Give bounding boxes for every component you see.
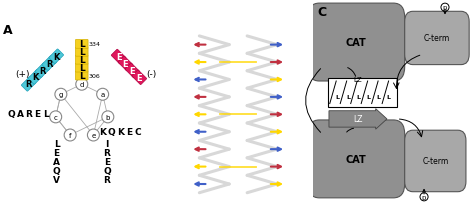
- Text: B: B: [170, 6, 179, 19]
- Circle shape: [64, 129, 76, 141]
- Circle shape: [76, 79, 88, 91]
- FancyBboxPatch shape: [21, 77, 36, 92]
- Text: L: L: [376, 94, 381, 99]
- FancyBboxPatch shape: [405, 131, 466, 192]
- FancyBboxPatch shape: [132, 71, 146, 85]
- Text: V: V: [53, 175, 60, 184]
- Text: A: A: [3, 24, 13, 37]
- Text: C-term: C-term: [424, 34, 450, 43]
- Text: R: R: [103, 175, 110, 184]
- Text: L: L: [387, 94, 391, 99]
- FancyBboxPatch shape: [75, 64, 88, 73]
- Text: Q: Q: [53, 166, 61, 175]
- Text: C: C: [134, 128, 141, 137]
- FancyBboxPatch shape: [308, 4, 405, 82]
- Text: E: E: [129, 67, 135, 75]
- Text: Q: Q: [108, 128, 115, 137]
- FancyBboxPatch shape: [111, 50, 126, 65]
- FancyBboxPatch shape: [328, 79, 397, 107]
- FancyBboxPatch shape: [49, 50, 64, 64]
- Text: L: L: [79, 56, 85, 65]
- Text: K: K: [100, 128, 106, 137]
- FancyBboxPatch shape: [75, 72, 88, 81]
- FancyBboxPatch shape: [405, 12, 469, 65]
- Text: C: C: [318, 6, 327, 19]
- Text: L: L: [79, 48, 85, 57]
- Text: d: d: [80, 82, 84, 88]
- Text: L: L: [54, 139, 59, 148]
- Text: e: e: [91, 132, 96, 138]
- FancyBboxPatch shape: [125, 64, 140, 78]
- Text: L: L: [44, 110, 49, 119]
- Text: E: E: [54, 148, 60, 157]
- Circle shape: [50, 111, 62, 123]
- FancyBboxPatch shape: [75, 40, 88, 49]
- Text: f: f: [69, 132, 72, 138]
- Circle shape: [102, 111, 114, 123]
- Circle shape: [55, 89, 67, 101]
- FancyArrow shape: [329, 109, 387, 130]
- Text: R: R: [26, 110, 32, 119]
- Text: E: E: [137, 73, 142, 82]
- FancyBboxPatch shape: [42, 57, 57, 71]
- Text: g: g: [59, 92, 63, 98]
- Text: L: L: [79, 64, 85, 73]
- Text: L: L: [336, 94, 340, 99]
- Text: R: R: [26, 80, 32, 89]
- Circle shape: [87, 129, 100, 141]
- Text: (-): (-): [146, 70, 156, 79]
- Circle shape: [97, 89, 109, 101]
- Text: a: a: [100, 92, 105, 98]
- Text: 306: 306: [89, 74, 101, 79]
- FancyBboxPatch shape: [28, 70, 43, 85]
- Text: R: R: [39, 66, 46, 75]
- Text: LZ: LZ: [353, 115, 363, 124]
- Text: L: L: [366, 94, 370, 99]
- Text: (+): (+): [15, 70, 29, 79]
- Text: CAT: CAT: [346, 154, 367, 164]
- Text: 334: 334: [89, 42, 101, 47]
- Text: K: K: [53, 52, 59, 61]
- Text: p: p: [422, 194, 426, 200]
- Text: L: L: [79, 72, 85, 81]
- Text: E: E: [35, 110, 41, 119]
- Text: A: A: [53, 157, 60, 166]
- Text: E: E: [123, 60, 128, 69]
- Text: K: K: [32, 73, 39, 82]
- Text: A: A: [17, 110, 24, 119]
- Text: K: K: [117, 128, 124, 137]
- Text: c: c: [54, 114, 58, 120]
- Text: L: L: [79, 40, 85, 49]
- FancyBboxPatch shape: [118, 57, 133, 71]
- FancyBboxPatch shape: [75, 56, 88, 65]
- Text: Q: Q: [8, 110, 16, 119]
- Text: C-term: C-term: [422, 157, 448, 166]
- Text: E: E: [104, 157, 110, 166]
- Text: Q: Q: [103, 166, 111, 175]
- Text: L: L: [356, 94, 360, 99]
- Text: p: p: [443, 5, 447, 11]
- Text: E: E: [116, 53, 121, 62]
- Text: L: L: [346, 94, 350, 99]
- FancyBboxPatch shape: [308, 120, 405, 198]
- Text: R: R: [46, 59, 53, 68]
- FancyBboxPatch shape: [75, 48, 88, 57]
- Text: CAT: CAT: [346, 38, 367, 48]
- FancyBboxPatch shape: [35, 63, 50, 78]
- Text: LZ: LZ: [354, 77, 362, 83]
- Text: R: R: [103, 148, 110, 157]
- Text: I: I: [105, 139, 109, 148]
- Text: E: E: [126, 128, 132, 137]
- Text: b: b: [106, 114, 110, 120]
